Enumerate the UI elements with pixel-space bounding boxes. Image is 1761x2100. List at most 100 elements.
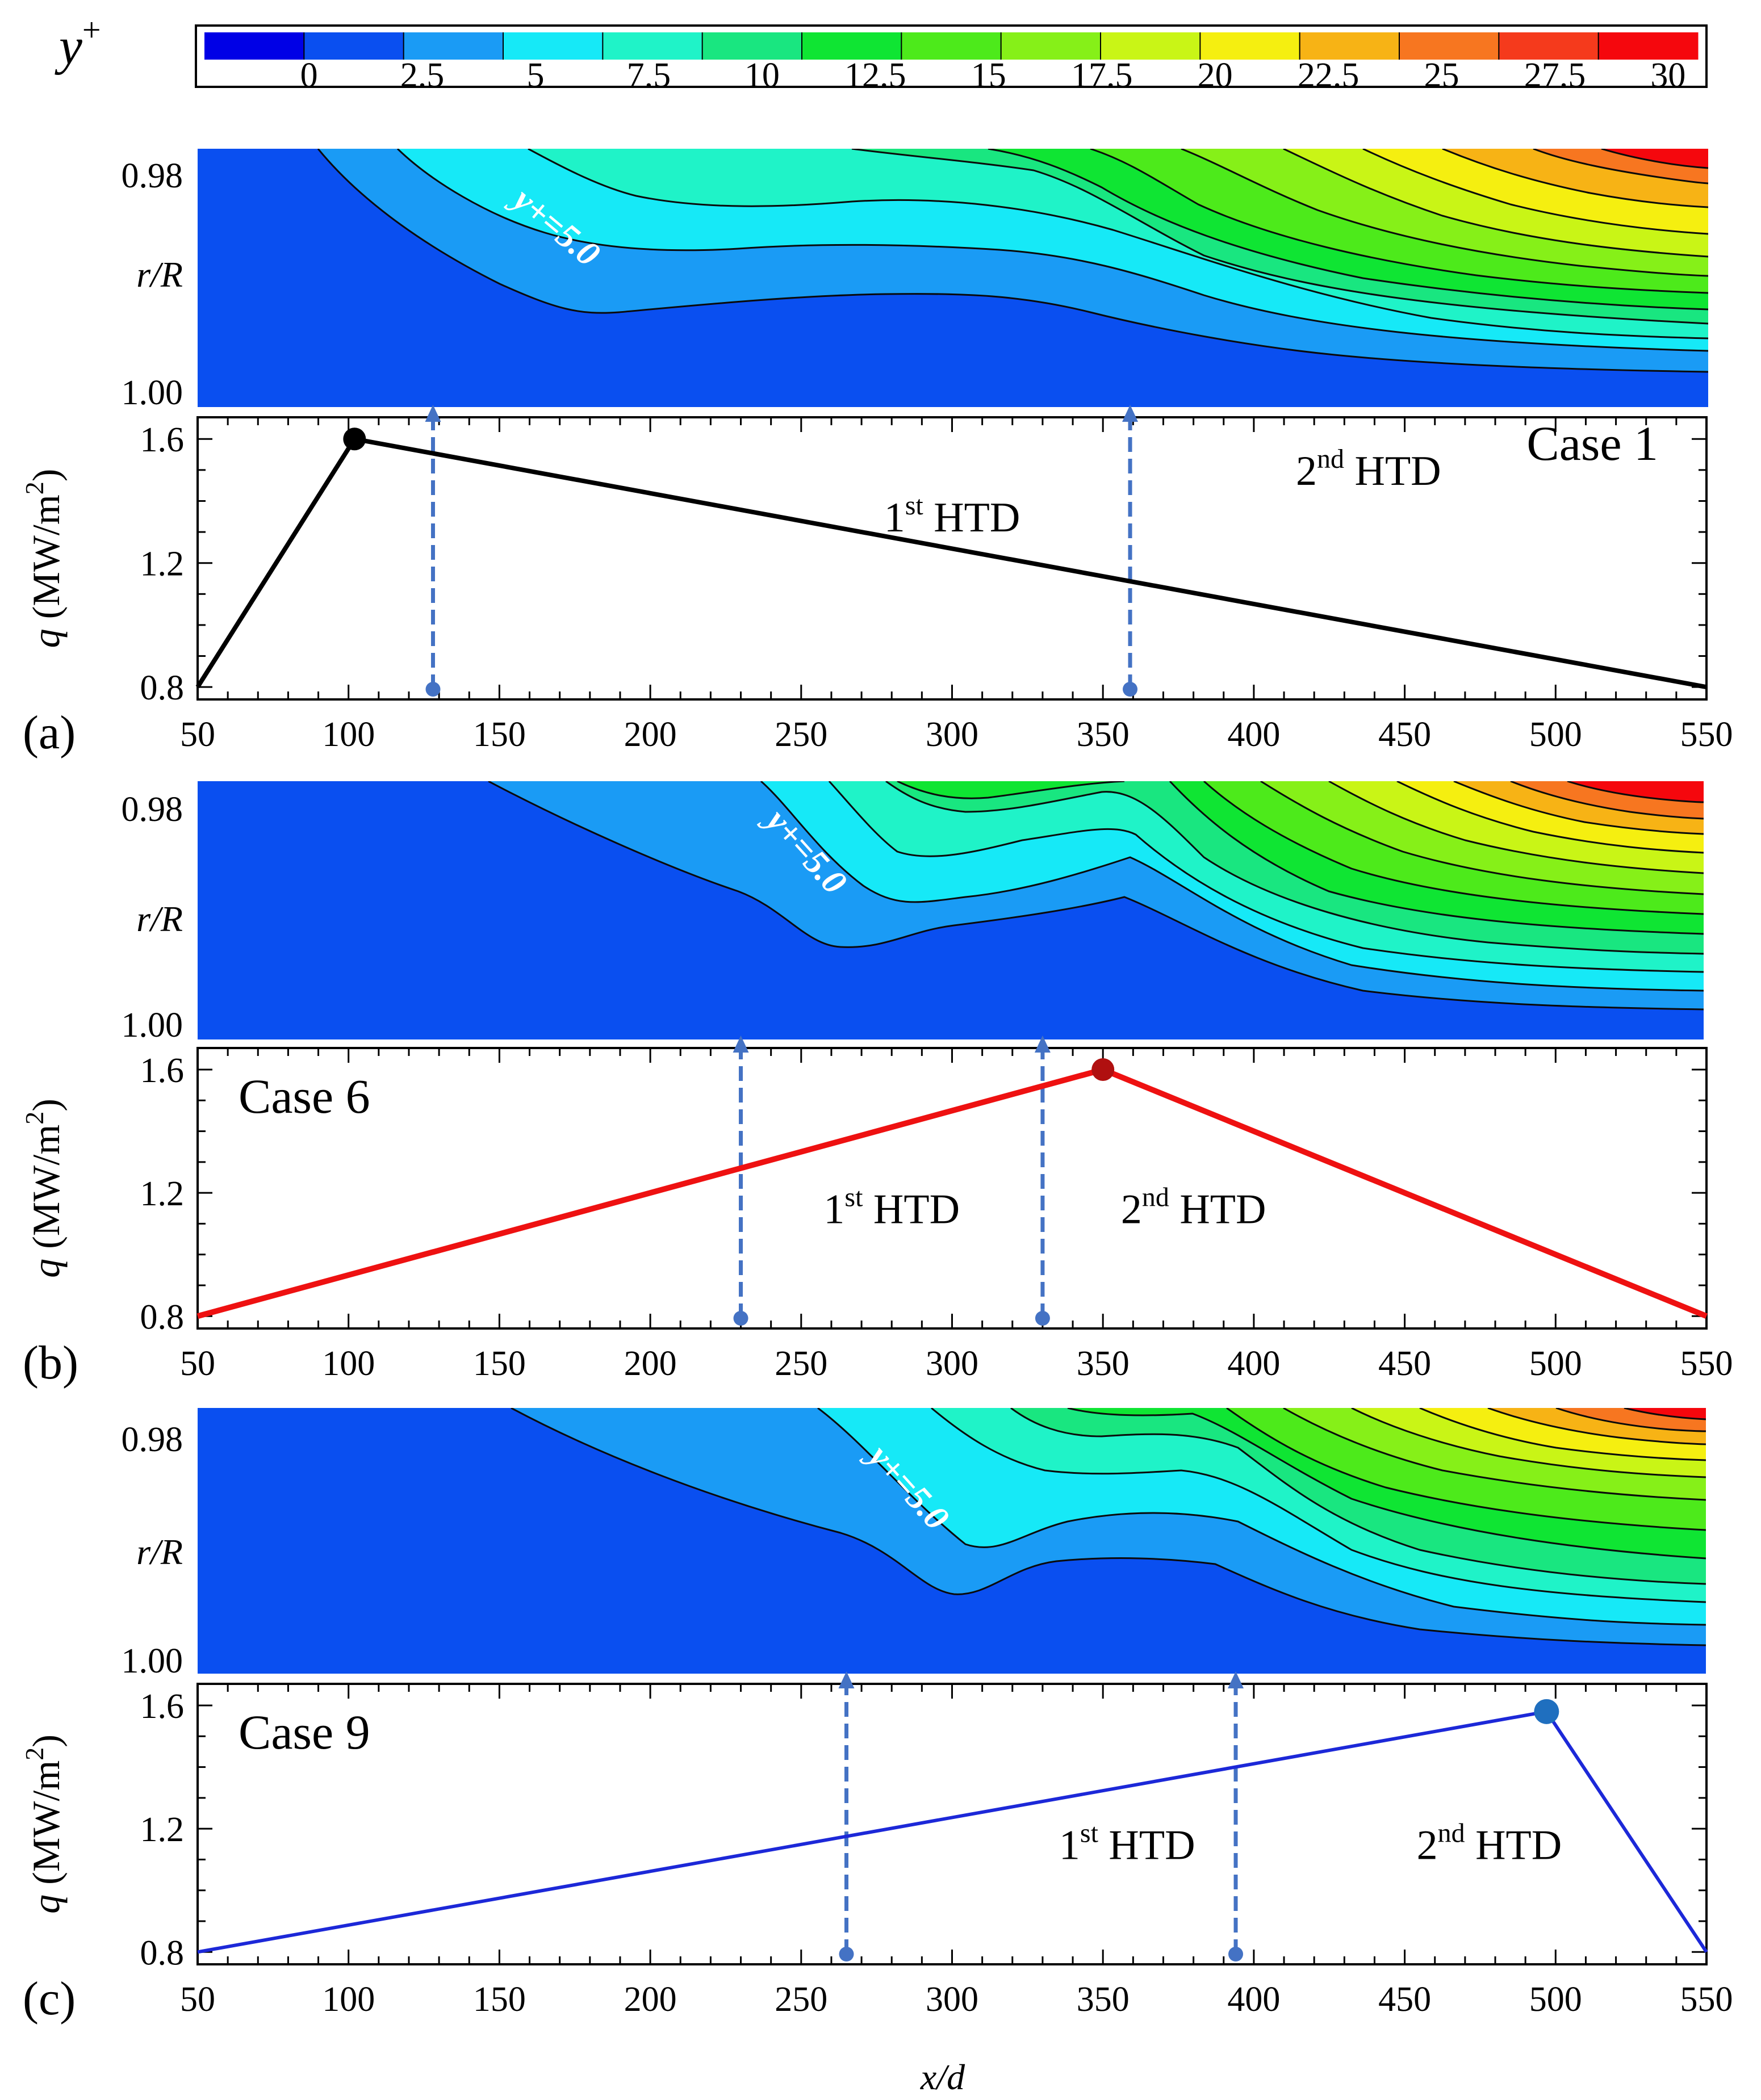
contour-lines: [317, 149, 1708, 373]
y-axis-label-units: (MW/m: [24, 494, 68, 628]
htd-label: 1st HTD: [1059, 1818, 1195, 1868]
htd-arrow-base: [425, 682, 441, 697]
y-axis-label-close: ): [24, 1734, 68, 1747]
htd-label-suffix: HTD: [1098, 1822, 1195, 1868]
y-tick-label: 1.6: [140, 421, 185, 459]
x-tick-label: 550: [1680, 1980, 1733, 2019]
contour-b-tick-top: 0.98: [122, 790, 183, 829]
x-tick-label: 350: [1077, 715, 1130, 754]
x-tick-label: 400: [1227, 1980, 1280, 2019]
x-tick-label: 500: [1529, 1980, 1582, 2019]
x-tick-label: 250: [775, 1344, 827, 1383]
panel-letter-c: (c): [23, 1972, 76, 2025]
colorbar-label: 30: [1650, 56, 1685, 95]
colorbar-swatch: [1499, 32, 1599, 60]
htd-arrow-head: [1034, 1036, 1051, 1053]
case-title: Case 6: [239, 1069, 370, 1124]
y-axis-label: q (MW/m2): [20, 1734, 68, 1914]
contour-panel-c: [198, 1408, 1706, 1674]
colorbar-swatch: [702, 32, 802, 60]
htd-arrow-head: [1228, 1671, 1244, 1688]
colorbar-swatch: [304, 32, 404, 60]
x-tick-label: 350: [1077, 1980, 1130, 2019]
htd-arrow-base: [839, 1947, 854, 1961]
x-tick-label: 50: [180, 1980, 215, 2019]
x-tick-label: 500: [1529, 715, 1582, 754]
htd-arrow-head: [838, 1671, 855, 1688]
colorbar-label: 17.5: [1071, 56, 1133, 95]
x-tick-label: 450: [1378, 1980, 1431, 2019]
colorbar-label: 22.5: [1298, 56, 1360, 95]
y-axis-label-sup: 2: [20, 1112, 49, 1125]
y-tick-label: 0.8: [140, 1298, 185, 1336]
colorbar-swatch: [1200, 32, 1300, 60]
colorbar-title: y+: [55, 11, 101, 75]
x-tick-label: 350: [1077, 1344, 1130, 1383]
contour-b-tick-bottom: 1.00: [122, 1006, 183, 1045]
y-axis-label: q (MW/m2): [20, 1099, 68, 1278]
colorbar-swatch: [403, 32, 504, 60]
htd-label: 2nd HTD: [1296, 444, 1441, 494]
y-tick-label: 1.6: [140, 1687, 185, 1726]
colorbar-label: 10: [744, 56, 780, 95]
x-tick-label: 200: [624, 1980, 677, 2019]
x-tick-label: 450: [1378, 1344, 1431, 1383]
htd-arrow-base: [1228, 1947, 1244, 1961]
x-tick-label: 300: [926, 1980, 978, 2019]
x-axis-label: x/d: [920, 2057, 965, 2097]
y-axis-label-close: ): [24, 1099, 68, 1112]
colorbar: 0 2.5 5 7.5 10 12.5 15 17.5 20 22.5 25 27.5 30 y+: [55, 11, 1708, 95]
y-tick-label: 0.8: [140, 669, 185, 707]
colorbar-labels: 0 2.5 5 7.5 10 12.5 15 17.5 20 22.5 25 27.5 30: [300, 56, 1686, 95]
htd-label-sup: nd: [1142, 1182, 1169, 1212]
colorbar-swatch: [503, 32, 603, 60]
y-axis-label-q: q: [24, 1259, 68, 1278]
contour-a-ylabel: r/R: [136, 254, 183, 295]
contour-c-tick-bottom: 1.00: [122, 1642, 183, 1680]
peak-marker: [1534, 1699, 1559, 1724]
htd-arrow-base: [1035, 1311, 1050, 1326]
contour-lines: [488, 781, 1704, 1011]
x-tick-label: 50: [180, 1344, 215, 1383]
colorbar-swatch: [802, 32, 902, 60]
colorbar-swatch: [1399, 32, 1499, 60]
x-tick-label: 100: [322, 715, 375, 754]
x-tick-label: 400: [1227, 715, 1280, 754]
htd-label-num: 1: [884, 494, 905, 541]
colorbar-swatch: [1001, 32, 1101, 60]
x-tick-label: 200: [624, 1344, 677, 1383]
x-tick-label: 150: [473, 1344, 526, 1383]
y-axis-label-q: q: [24, 628, 68, 648]
colorbar-label: 15: [971, 56, 1006, 95]
htd-label-num: 2: [1121, 1186, 1142, 1233]
colorbar-swatch: [1299, 32, 1400, 60]
y-axis-label-units: (MW/m: [24, 1761, 68, 1894]
colorbar-label: 27.5: [1524, 56, 1586, 95]
x-tick-label: 50: [180, 715, 215, 754]
colorbar-label: 12.5: [844, 56, 906, 95]
contour-c-ylabel: r/R: [136, 1532, 183, 1572]
htd-label-num: 1: [1059, 1822, 1080, 1868]
y-axis-label-sup: 2: [20, 1747, 49, 1761]
htd-label-sup: nd: [1438, 1818, 1465, 1848]
htd-label-suffix: HTD: [863, 1186, 960, 1233]
colorbar-swatches: [204, 32, 1699, 60]
peak-marker: [1091, 1058, 1115, 1081]
htd-label-num: 2: [1417, 1822, 1438, 1868]
x-tick-label: 250: [775, 715, 827, 754]
htd-label-sup: st: [1080, 1818, 1099, 1848]
y-axis-label-sup: 2: [20, 481, 49, 494]
colorbar-swatch: [901, 32, 1002, 60]
htd-arrow-head: [1122, 405, 1139, 422]
colorbar-label: 5: [526, 56, 544, 95]
x-tick-label: 100: [322, 1344, 375, 1383]
y-tick-label: 1.2: [140, 1810, 185, 1849]
x-tick-label: 550: [1680, 1344, 1733, 1383]
y-tick-label: 1.2: [140, 545, 185, 584]
contour-lines: [511, 1408, 1706, 1646]
x-tick-label: 300: [926, 715, 978, 754]
htd-arrow-head: [733, 1036, 749, 1053]
x-tick-label: 500: [1529, 1344, 1582, 1383]
htd-label-num: 2: [1296, 448, 1317, 494]
